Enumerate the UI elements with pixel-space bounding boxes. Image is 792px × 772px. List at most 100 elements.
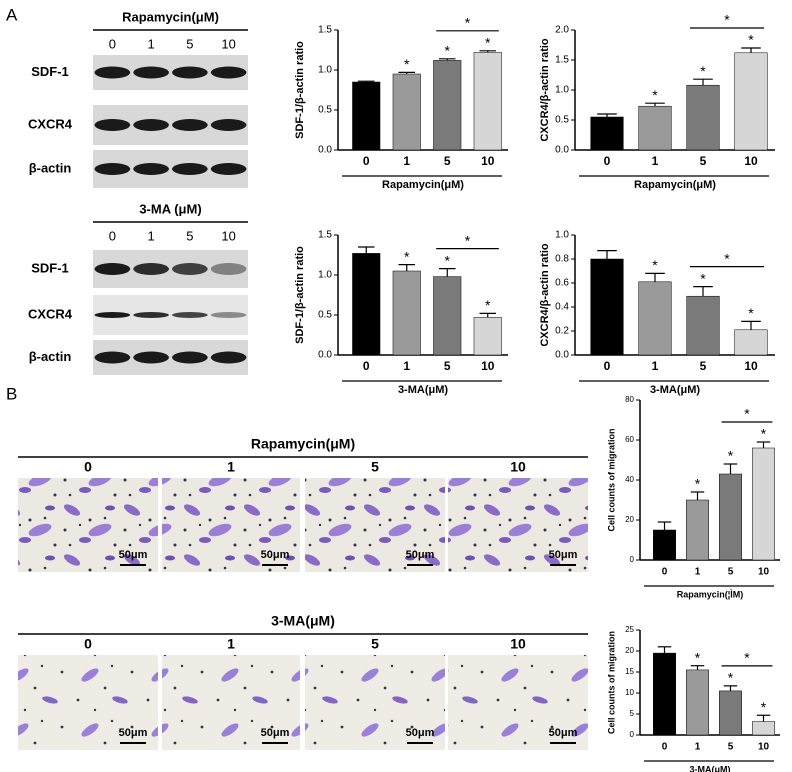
x-tick-label: 5 xyxy=(700,154,707,168)
bar xyxy=(686,499,709,561)
scale-bar-label: 50μm xyxy=(261,549,290,561)
x-tick-label: 1 xyxy=(403,359,410,373)
row-label: β-actin xyxy=(29,160,72,175)
y-tick-label: 1.5 xyxy=(555,55,569,66)
x-tick-label: 0 xyxy=(363,359,370,373)
y-axis-label: CXCR4/β-actin ratio xyxy=(539,243,551,347)
significance-star: * xyxy=(404,56,410,72)
lane-label: 1 xyxy=(148,36,155,51)
row-label: SDF-1 xyxy=(31,64,69,79)
scale-bar-label: 50μm xyxy=(549,727,578,739)
scale-bar-label: 50μm xyxy=(261,727,290,739)
panel-label: A xyxy=(6,5,18,24)
y-tick-label: 2.0 xyxy=(555,25,569,36)
micrograph-label: 1 xyxy=(227,636,235,652)
bar xyxy=(653,652,676,736)
blot-band xyxy=(133,351,169,364)
bar xyxy=(638,105,672,151)
lane-label: 10 xyxy=(221,228,235,243)
blot-band xyxy=(172,163,208,175)
y-axis-label: SDF-1/β-actin ratio xyxy=(294,41,306,139)
lane-label: 0 xyxy=(109,36,116,51)
significance-star: * xyxy=(728,670,734,686)
bar xyxy=(686,669,709,736)
significance-star: * xyxy=(485,35,491,51)
blot-title: Rapamycin(μM) xyxy=(122,9,219,24)
blot-band xyxy=(172,351,208,364)
y-tick-label: 1.5 xyxy=(318,230,332,241)
bar xyxy=(392,73,421,151)
bar xyxy=(433,60,462,151)
lane-label: 10 xyxy=(221,36,235,51)
significance-star: * xyxy=(445,43,451,59)
bar xyxy=(734,52,768,151)
blot-band xyxy=(210,312,247,318)
micrograph-label: 5 xyxy=(371,636,379,652)
bar xyxy=(352,81,381,151)
x-tick-label: 1 xyxy=(652,359,659,373)
bar xyxy=(653,529,676,561)
x-tick-label: 10 xyxy=(481,154,495,168)
y-tick-label: 0.0 xyxy=(318,145,332,156)
micrograph-label: 10 xyxy=(510,459,526,475)
bar xyxy=(734,329,768,356)
significance-star: * xyxy=(695,476,701,492)
x-tick-label: 10 xyxy=(758,742,770,753)
y-tick-label: 25 xyxy=(625,625,634,634)
y-tick-label: 60 xyxy=(625,435,634,444)
bar xyxy=(473,52,502,151)
bar xyxy=(752,721,775,736)
micrograph-label: 10 xyxy=(510,636,526,652)
blot-band xyxy=(210,66,247,79)
significance-star: * xyxy=(744,406,750,422)
micrograph-label: 0 xyxy=(84,636,92,652)
x-tick-label: 5 xyxy=(728,567,734,578)
x-tick-label: 10 xyxy=(758,567,770,578)
y-tick-label: 0.5 xyxy=(555,115,569,126)
bar xyxy=(590,116,624,151)
x-tick-label: 0 xyxy=(604,154,611,168)
x-tick-label: 10 xyxy=(744,154,758,168)
y-tick-label: 80 xyxy=(625,395,634,404)
blot-band xyxy=(94,263,131,275)
significance-star: * xyxy=(445,252,451,268)
y-tick-label: 0.4 xyxy=(555,302,569,313)
y-tick-label: 15 xyxy=(625,667,634,676)
blot-band xyxy=(133,163,169,175)
blot-band xyxy=(94,119,131,131)
x-tick-label: 5 xyxy=(444,154,451,168)
y-tick-label: 0.5 xyxy=(318,310,332,321)
blot-band xyxy=(94,66,131,79)
bar xyxy=(590,258,624,356)
micrograph-title: Rapamycin(μM) xyxy=(251,436,355,452)
micrograph xyxy=(162,655,300,750)
blot-band xyxy=(172,66,208,79)
significance-star: * xyxy=(744,650,750,666)
bar xyxy=(638,281,672,356)
y-tick-label: 0.0 xyxy=(318,350,332,361)
bar xyxy=(719,473,742,561)
significance-star: * xyxy=(652,257,658,273)
y-tick-label: 10 xyxy=(625,688,634,697)
bar xyxy=(392,270,421,356)
scale-bar-label: 50μm xyxy=(406,549,435,561)
blot-band xyxy=(172,119,208,131)
y-tick-label: 0.0 xyxy=(555,145,569,156)
blot-title: 3-MA (μM) xyxy=(139,201,201,216)
blot-band xyxy=(133,66,169,79)
blot-band xyxy=(133,263,169,275)
panel-label: B xyxy=(6,384,17,403)
significance-star: * xyxy=(761,699,767,715)
y-axis-label: SDF-1/β-actin ratio xyxy=(294,246,306,344)
significance-star: * xyxy=(485,297,491,313)
x-tick-label: 0 xyxy=(662,742,668,753)
micrograph-label: 0 xyxy=(84,459,92,475)
blot-band xyxy=(94,351,131,364)
significance-star: * xyxy=(465,232,471,248)
x-tick-label: 0 xyxy=(363,154,370,168)
micrograph xyxy=(448,655,588,750)
row-label: CXCR4 xyxy=(28,306,73,321)
x-tick-label: 1 xyxy=(695,742,701,753)
lane-label: 5 xyxy=(186,36,193,51)
